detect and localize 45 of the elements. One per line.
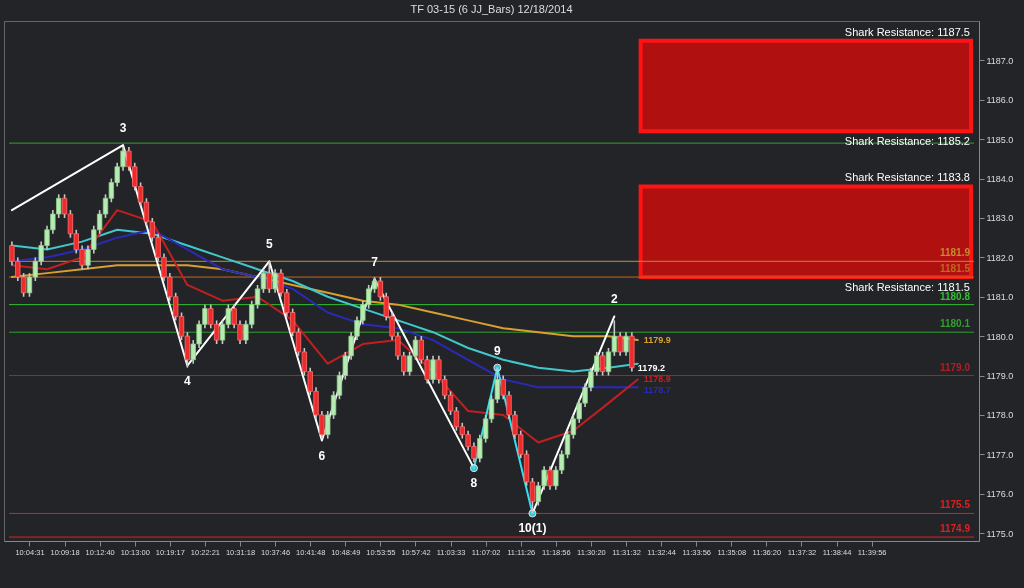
ref-line-label: 1179.0 bbox=[939, 361, 971, 373]
candlestick bbox=[623, 331, 629, 357]
y-tick-label: 1183.0 bbox=[986, 213, 1014, 224]
y-tick-label: 1178.0 bbox=[986, 410, 1014, 421]
ref-line-label: 1175.5 bbox=[939, 499, 971, 511]
y-tick-label: 1175.0 bbox=[986, 528, 1014, 539]
band-label: Shark Resistance: 1187.5 bbox=[844, 25, 970, 38]
y-tick-label: 1181.0 bbox=[986, 292, 1014, 303]
annotation: 2 bbox=[610, 292, 618, 307]
candlestick bbox=[599, 351, 606, 377]
ref-line-label: 1174.9 bbox=[939, 523, 971, 535]
y-tick-label: 1177.0 bbox=[986, 449, 1014, 460]
candlestick bbox=[547, 465, 553, 491]
point bbox=[493, 363, 502, 372]
y-tick-label: 1180.0 bbox=[986, 331, 1014, 342]
annotation: Shark Resistance: 1185.2 bbox=[844, 135, 970, 148]
candlestick bbox=[617, 331, 623, 357]
y-tick-label: 1184.0 bbox=[986, 174, 1014, 185]
annotation: 4 bbox=[184, 373, 192, 388]
y-tick-label: 1185.0 bbox=[986, 134, 1014, 145]
annotation: 6 bbox=[318, 448, 326, 463]
candlestick bbox=[272, 268, 278, 294]
band-label: Shark Resistance: 1183.8 bbox=[844, 171, 970, 184]
ref-line-label: 1180.1 bbox=[939, 318, 971, 330]
line-series bbox=[10, 209, 639, 444]
y-tick-label: 1182.0 bbox=[986, 252, 1014, 263]
point bbox=[469, 464, 478, 473]
annotation: 5 bbox=[265, 237, 273, 252]
y-tick-label: 1176.0 bbox=[986, 489, 1014, 500]
y-tick-label: 1187.0 bbox=[986, 55, 1014, 66]
line-series bbox=[10, 264, 639, 342]
point bbox=[528, 509, 537, 518]
data-label: 1178.7 bbox=[643, 385, 671, 396]
candlestick bbox=[266, 260, 272, 294]
annotation: 10(1) bbox=[518, 521, 547, 536]
annotation: 9 bbox=[494, 343, 501, 358]
y-tick-label: 1186.0 bbox=[986, 95, 1014, 106]
annotation: 3 bbox=[119, 121, 127, 136]
annotation: 8 bbox=[470, 476, 478, 491]
candlestick bbox=[430, 355, 436, 385]
y-tick-label: 1179.0 bbox=[986, 371, 1014, 382]
text: 1179.2 bbox=[637, 362, 665, 373]
chart-title: TF 03-15 (6 JJ_Bars) 12/18/2014 bbox=[410, 3, 573, 15]
data-label: 1179.9 bbox=[643, 335, 671, 346]
data-label: 1178.9 bbox=[643, 374, 671, 385]
